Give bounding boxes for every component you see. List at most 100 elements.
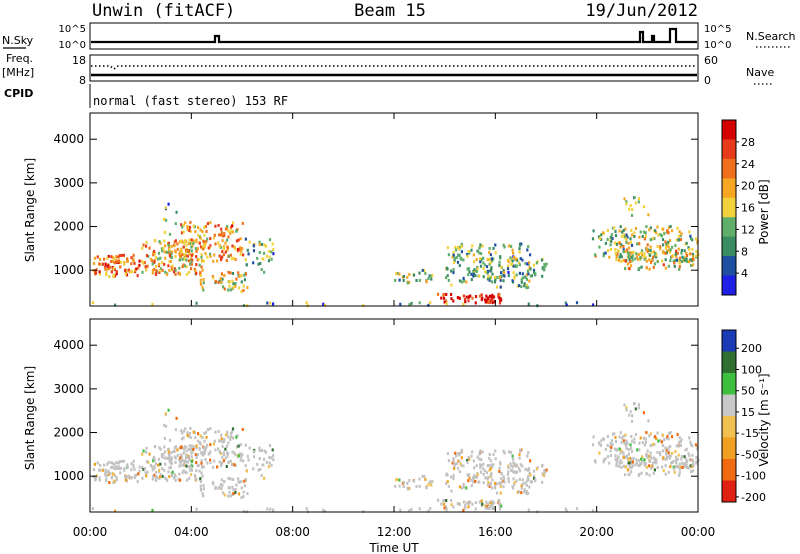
power-cell — [120, 253, 123, 257]
velocity-cell — [650, 456, 653, 460]
velocity-cell — [124, 478, 127, 482]
power-cell — [465, 280, 468, 284]
power-cell — [132, 257, 135, 261]
velocity-cell — [270, 456, 273, 460]
power-cell — [214, 242, 217, 246]
power-cell — [269, 301, 272, 305]
power-cell — [194, 269, 197, 273]
velocity-cell — [184, 427, 187, 431]
power-cell — [171, 264, 174, 268]
velocity-cell — [129, 476, 132, 480]
power-cell — [220, 272, 223, 276]
velocity-cell — [92, 468, 96, 471]
power-cell — [161, 268, 164, 272]
velocity-cell — [427, 509, 430, 513]
velocity-cell — [232, 488, 235, 492]
velocity-cell — [485, 500, 488, 504]
velocity-cell — [481, 502, 484, 506]
velocity-cell — [673, 470, 676, 474]
velocity-cell — [525, 479, 529, 483]
velocity-cell — [631, 439, 634, 443]
power-cell — [151, 269, 155, 272]
power-cell — [645, 266, 648, 270]
velocity-cell — [466, 460, 469, 464]
velocity-cell — [136, 480, 139, 484]
velocity-cell — [231, 427, 235, 431]
velocity-cell — [456, 452, 459, 456]
velocity-cell — [164, 476, 167, 480]
power-cell — [652, 265, 655, 269]
velocity-cell — [609, 449, 612, 453]
power-cell — [515, 273, 518, 277]
power-cell — [664, 240, 667, 244]
velocity-cell — [498, 502, 501, 506]
velocity-cell — [648, 473, 651, 477]
velocity-cell — [199, 451, 203, 455]
velocity-cell — [266, 507, 269, 511]
power-cell — [206, 222, 209, 226]
power-cell — [652, 236, 655, 240]
velocity-cell — [271, 448, 274, 452]
velocity-cell — [685, 465, 688, 469]
power-cell — [133, 268, 137, 272]
velocity-cell — [241, 427, 244, 431]
power-cell — [180, 223, 183, 227]
power-cell — [164, 206, 167, 210]
velocity-cell — [488, 484, 491, 488]
colorbar-swatch — [722, 139, 736, 160]
power-cell — [525, 286, 528, 290]
velocity-cell — [678, 462, 681, 466]
power-cell — [466, 254, 469, 258]
velocity-cell — [610, 445, 613, 449]
power-cell — [614, 230, 617, 233]
velocity-cell — [649, 454, 652, 458]
velocity-cell — [168, 455, 171, 459]
velocity-cell — [133, 474, 137, 478]
power-cell — [212, 276, 215, 280]
velocity-cell — [219, 439, 223, 443]
velocity-cell — [628, 413, 631, 417]
cpid-text: normal (fast stereo) 153 RF — [93, 94, 288, 108]
velocity-cell — [615, 448, 619, 452]
power-cell — [133, 261, 136, 265]
velocity-cell — [447, 484, 450, 488]
nsky-tick-top: 10^5 — [59, 24, 86, 35]
power-cell — [472, 272, 475, 276]
power-cell — [445, 276, 448, 280]
velocity-cell — [104, 471, 107, 475]
power-cell — [687, 246, 690, 250]
velocity-cell — [229, 431, 233, 435]
power-cell — [648, 267, 651, 271]
velocity-cell — [622, 454, 625, 458]
colorbar-tick-label: 15 — [741, 406, 755, 419]
velocity-cell — [214, 448, 217, 452]
power-cell — [178, 252, 181, 256]
velocity-cell — [196, 453, 199, 457]
velocity-cell — [221, 461, 224, 465]
velocity-cell — [131, 476, 134, 480]
power-cell — [609, 248, 612, 251]
power-cell — [205, 239, 208, 243]
velocity-cell — [467, 456, 470, 459]
power-cell — [516, 258, 519, 262]
nsearch-tick-bottom: 10^0 — [704, 40, 731, 51]
power-cell — [622, 250, 625, 254]
velocity-cell — [192, 448, 195, 451]
velocity-cell — [526, 454, 529, 458]
velocity-scatter — [91, 402, 700, 514]
power-cell — [498, 264, 501, 267]
velocity-cell — [243, 484, 246, 488]
velocity-cell — [91, 507, 95, 511]
power-cell — [484, 298, 487, 302]
power-cell — [489, 261, 492, 265]
velocity-cell — [141, 476, 144, 480]
velocity-cell — [224, 447, 227, 451]
power-cell — [234, 284, 237, 288]
velocity-cell — [622, 439, 626, 443]
velocity-cell — [152, 459, 155, 463]
power-cell — [598, 245, 601, 249]
velocity-cell — [677, 444, 680, 448]
velocity-cell — [244, 464, 247, 468]
power-cell — [239, 252, 242, 256]
power-cell — [494, 275, 497, 279]
